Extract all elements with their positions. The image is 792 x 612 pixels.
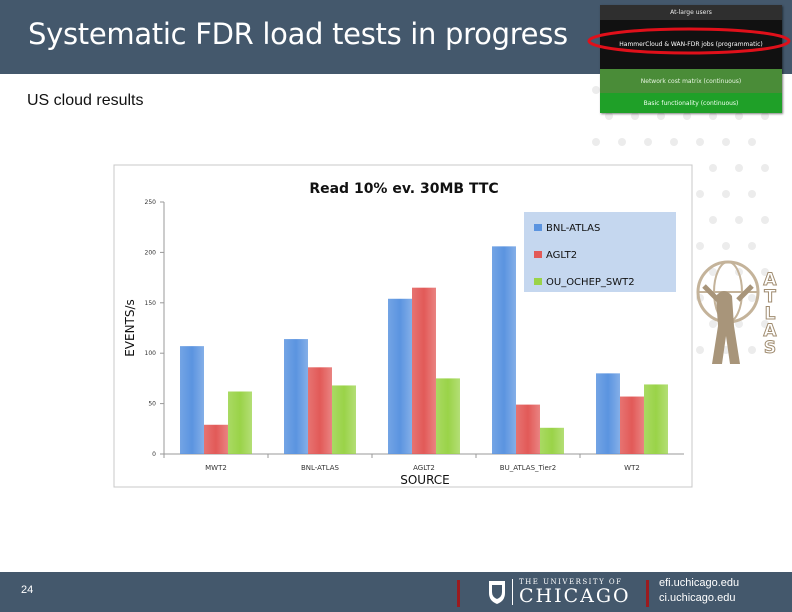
slide-footer: 24 THE UNIVERSITY OF CHICAGO efi.uchicag…: [0, 572, 792, 612]
decorative-dot: [748, 190, 756, 198]
decorative-dot: [722, 242, 730, 250]
y-tick-label: 250: [145, 199, 157, 206]
efi-url-link[interactable]: efi.uchicago.edu: [659, 577, 740, 589]
atlas-letter: A: [763, 270, 777, 290]
decorative-dot: [722, 138, 730, 146]
slide-title: Systematic FDR load tests in progress: [28, 17, 568, 51]
x-tick-label: BNL-ATLAS: [301, 464, 340, 472]
y-tick-label: 200: [145, 249, 157, 256]
decorative-dot: [709, 112, 717, 120]
legend-label: OU_OCHEP_SWT2: [546, 277, 635, 288]
bar-aglt2-aglt2: [412, 287, 436, 454]
bar-ou-ochep-swt2-wt2: [644, 384, 668, 454]
chart-legend-box: [524, 212, 676, 292]
atlas-logo: [696, 260, 760, 364]
y-tick-label: 0: [152, 451, 156, 458]
bar-aglt2-bu-atlas-tier2: [516, 404, 540, 454]
decorative-dot: [696, 242, 704, 250]
decorative-dot: [618, 138, 626, 146]
atlas-letter: T: [764, 287, 777, 307]
bar-ou-ochep-swt2-bnl-atlas: [332, 385, 356, 454]
ci-url-link[interactable]: ci.uchicago.edu: [659, 592, 736, 604]
y-tick-label: 100: [145, 350, 157, 357]
x-tick-label: AGLT2: [413, 464, 435, 472]
university-name-line1: THE UNIVERSITY OF: [519, 578, 623, 586]
atlas-letter: L: [764, 304, 776, 324]
legend-swatch: [534, 224, 542, 231]
bar-bnl-atlas-aglt2: [388, 298, 412, 454]
chart-title: Read 10% ev. 30MB TTC: [309, 181, 498, 197]
university-name-line2: CHICAGO: [519, 585, 631, 607]
atlas-letter: A: [763, 321, 777, 341]
footer-divider: [457, 580, 460, 607]
x-tick-label: BU_ATLAS_Tier2: [500, 464, 556, 472]
pyramid-level-basic-functionality: Basic functionality (continuous): [600, 93, 782, 113]
decorative-dot: [735, 112, 743, 120]
bar-bnl-atlas-wt2: [596, 373, 620, 454]
legend-label: BNL-ATLAS: [546, 223, 600, 234]
y-tick-label: 50: [148, 401, 156, 408]
bar-ou-ochep-swt2-bu-atlas-tier2: [540, 427, 564, 454]
page-number: 24: [21, 584, 34, 596]
bar-aglt2-bnl-atlas: [308, 367, 332, 454]
bar-ou-ochep-swt2-mwt2: [228, 391, 252, 454]
decorative-dot: [735, 164, 743, 172]
decorative-dot: [696, 138, 704, 146]
decorative-dot: [761, 320, 769, 328]
decorative-dot: [709, 164, 717, 172]
decorative-dot: [761, 268, 769, 276]
x-tick-label: WT2: [624, 464, 640, 472]
university-logo-rule: [512, 579, 513, 605]
bar-aglt2-wt2: [620, 396, 644, 454]
decorative-dot: [709, 320, 717, 328]
y-tick-label: 150: [145, 300, 157, 307]
bar-bnl-atlas-mwt2: [180, 346, 204, 454]
pyramid-level-network-cost: Network cost matrix (continuous): [600, 69, 782, 93]
decorative-dot: [735, 216, 743, 224]
decorative-dot: [722, 190, 730, 198]
x-tick-label: MWT2: [205, 464, 227, 472]
events-per-second-bar-chart: Read 10% ev. 30MB TTC EVENTS/s SOURCE 0 5…: [108, 160, 694, 492]
decorative-dot: [748, 138, 756, 146]
decorative-dot: [592, 138, 600, 146]
decorative-dot: [748, 346, 756, 354]
pyramid-level-at-large-users: At-large users: [600, 5, 782, 20]
footer-divider: [646, 580, 649, 607]
decorative-dot: [761, 164, 769, 172]
test-levels-pyramid: At-large users HammerCloud & WAN-FDR job…: [600, 5, 782, 113]
highlight-oval: [587, 27, 791, 55]
decorative-dot: [683, 112, 691, 120]
decorative-dot: [670, 138, 678, 146]
legend-swatch: [534, 251, 542, 258]
decorative-dot: [696, 346, 704, 354]
atlas-wordmark: A T L A S: [760, 270, 780, 358]
decorative-dot: [657, 112, 665, 120]
decorative-dot: [605, 112, 613, 120]
y-axis-label: EVENTS/s: [123, 299, 137, 357]
decorative-dot: [631, 112, 639, 120]
decorative-dot: [748, 294, 756, 302]
bar-aglt2-mwt2: [204, 424, 228, 454]
decorative-dot: [592, 86, 600, 94]
decorative-dot: [709, 268, 717, 276]
decorative-dot: [696, 190, 704, 198]
bar-bnl-atlas-bu-atlas-tier2: [492, 246, 516, 454]
bar-ou-ochep-swt2-aglt2: [436, 378, 460, 454]
legend-swatch: [534, 278, 542, 285]
slide-subtitle: US cloud results: [27, 92, 144, 109]
decorative-dot: [761, 216, 769, 224]
decorative-dot: [709, 216, 717, 224]
decorative-dot: [644, 138, 652, 146]
university-seal-icon: [489, 581, 505, 604]
legend-label: AGLT2: [546, 250, 577, 261]
atlas-letter: S: [763, 338, 777, 358]
bar-bnl-atlas-bnl-atlas: [284, 339, 308, 454]
decorative-dot: [748, 242, 756, 250]
decorative-dot: [761, 112, 769, 120]
x-axis-label: SOURCE: [400, 473, 450, 487]
